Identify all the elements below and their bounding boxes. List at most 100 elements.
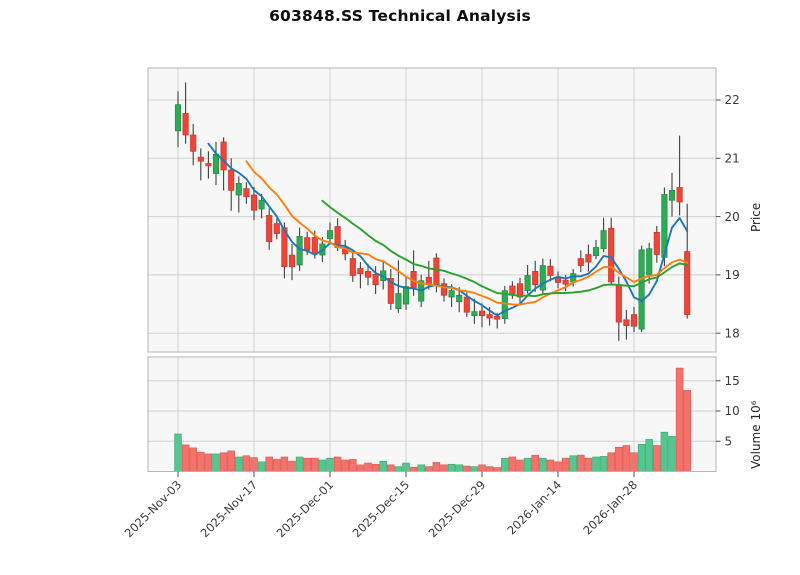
volume-bar <box>508 456 517 472</box>
volume-bar <box>501 457 509 472</box>
volume-bar <box>303 457 311 472</box>
volume-bar <box>668 436 676 472</box>
volume-bar <box>379 460 387 472</box>
volume-bar <box>539 457 547 472</box>
candle <box>357 262 364 289</box>
candle <box>182 82 189 144</box>
date-tick-label: 2026-Jan-28 <box>580 478 640 538</box>
volume-bar <box>599 456 608 472</box>
volume-bar <box>607 452 615 472</box>
volume-bar <box>554 461 562 472</box>
price-tick-label: 21 <box>725 152 740 166</box>
candle <box>653 225 660 263</box>
volume-bar <box>622 445 631 472</box>
volume-bar <box>181 444 190 472</box>
volume-bar <box>273 459 281 472</box>
volume-bar <box>409 466 418 472</box>
ma10-line <box>245 160 689 306</box>
volume-bar <box>660 431 669 472</box>
candle <box>478 303 486 328</box>
candle <box>197 148 204 181</box>
volume-bar <box>455 464 463 472</box>
panel-spines <box>147 67 717 472</box>
date-tick-label: 2025-Nov-03 <box>122 478 184 540</box>
volume-bar <box>387 464 395 472</box>
volume-bar <box>371 463 380 472</box>
volume-bar <box>227 450 235 472</box>
price-axis-ticks: 18 19 20 21 22 <box>716 93 740 340</box>
candle <box>539 258 546 295</box>
candle <box>205 151 212 179</box>
volume-axis-ticks: 5 10 15 <box>716 374 740 448</box>
candle <box>516 277 524 304</box>
volume-bar <box>577 454 585 472</box>
date-axis-ticks: 2025-Nov-03 2025-Nov-17 2025-Dec-01 2025-De… <box>122 471 640 541</box>
candle <box>349 250 356 282</box>
candle <box>190 123 197 166</box>
date-tick-label: 2025-Nov-17 <box>198 478 260 540</box>
volume-bar <box>257 461 266 472</box>
candle <box>250 186 258 221</box>
volume-bar <box>280 456 289 472</box>
candle <box>258 193 265 219</box>
volume-bar <box>531 454 539 472</box>
candle <box>684 203 691 319</box>
volume-bar <box>683 390 691 472</box>
volume-bar <box>295 456 304 472</box>
volume-bar <box>447 463 456 472</box>
price-tick-label: 22 <box>725 93 740 107</box>
candle <box>600 217 607 253</box>
candle <box>326 222 334 245</box>
volume-bar <box>174 433 182 472</box>
candle <box>577 250 584 272</box>
volume-bar <box>523 457 532 472</box>
volume-bar <box>417 464 425 472</box>
volume-bar <box>637 443 646 472</box>
price-tick-label: 19 <box>725 268 740 282</box>
volume-bar <box>189 447 197 472</box>
candle <box>532 260 539 292</box>
candle <box>266 208 273 250</box>
volume-bar <box>493 467 501 472</box>
candle <box>440 278 448 302</box>
candle <box>364 263 372 286</box>
date-tick-label: 2025-Dec-29 <box>426 478 489 541</box>
volume-bar <box>653 445 661 472</box>
volume-bar <box>561 457 570 472</box>
candle <box>501 285 508 324</box>
price-tick-label: 20 <box>725 210 740 224</box>
volume-bar <box>364 462 372 472</box>
volume-bar <box>675 367 684 472</box>
volume-axis-label: Volume 10⁶ <box>749 400 763 469</box>
candle <box>288 244 296 281</box>
candle <box>471 298 478 324</box>
candle <box>547 259 554 282</box>
candle <box>592 239 600 260</box>
volume-bar <box>204 453 213 472</box>
candle <box>235 176 242 213</box>
volume-bar <box>349 459 357 472</box>
volume-bar <box>197 451 205 472</box>
candle <box>630 306 638 333</box>
price-axis-label: Price <box>749 203 763 232</box>
candle <box>372 266 379 295</box>
volume-bar <box>645 439 653 472</box>
date-tick-label: 2025-Dec-01 <box>274 478 337 541</box>
volume-bar <box>485 466 494 472</box>
volume-bar <box>333 456 342 472</box>
volume-bar <box>326 457 334 472</box>
volume-bar <box>341 459 349 472</box>
volume-bar <box>546 459 555 472</box>
candle <box>387 269 394 310</box>
volume-bar <box>592 456 600 472</box>
volume-bar <box>470 466 479 472</box>
volume-bar <box>219 452 228 472</box>
price-tick-label: 18 <box>725 326 740 340</box>
candle <box>402 276 410 310</box>
volume-tick-label: 5 <box>725 434 733 448</box>
volume-bar <box>212 453 220 472</box>
volume-bar <box>318 459 327 472</box>
date-tick-label: 2025-Dec-15 <box>350 478 413 541</box>
candle <box>585 244 592 272</box>
